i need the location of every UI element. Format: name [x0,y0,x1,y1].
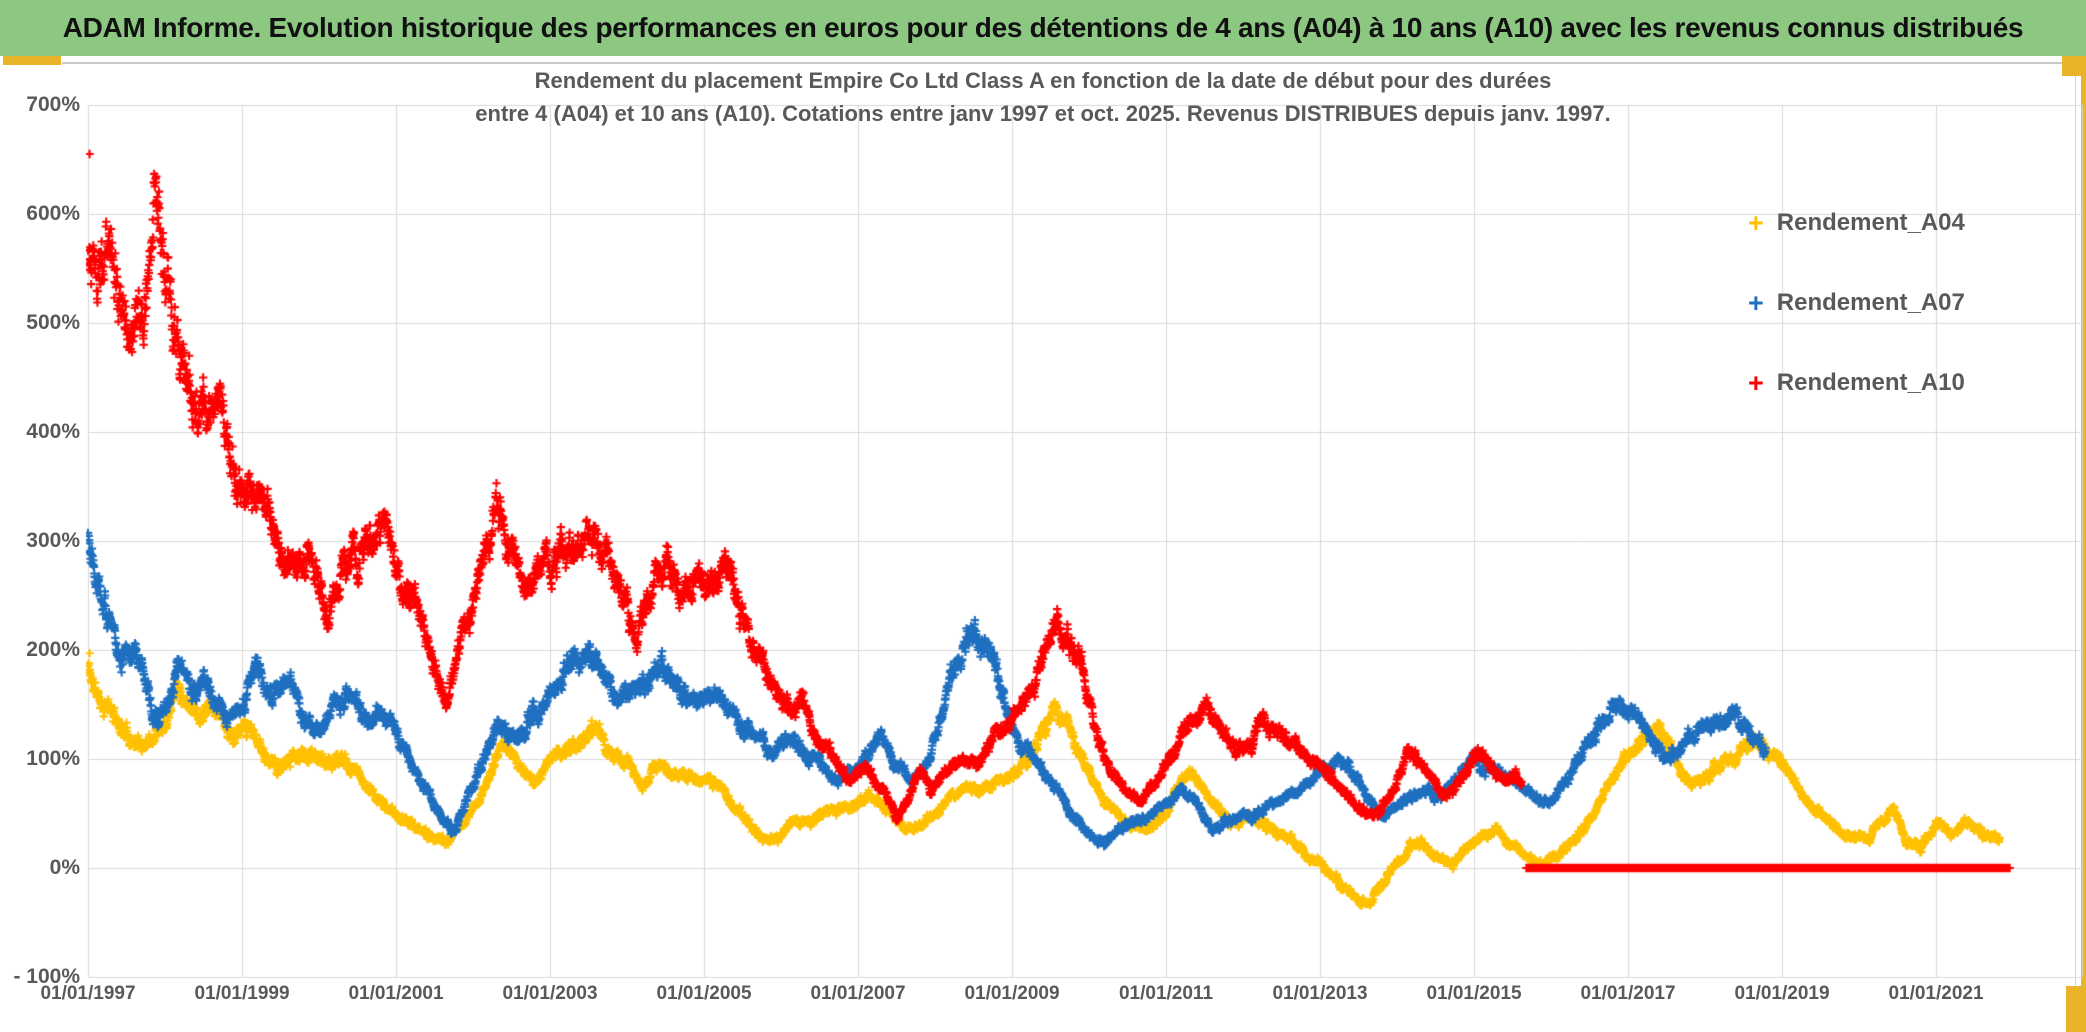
y-axis-tick-label: 600% [26,202,80,225]
y-axis-tick-label: 700% [26,93,80,116]
x-axis-tick-label: 01/01/2005 [656,983,752,1004]
x-axis-tick-label: 01/01/2011 [1118,983,1214,1004]
plus-marker-icon: + [1748,288,1764,318]
legend-label: Rendement_A04 [1776,209,1965,236]
legend-item-rendement_a10[interactable]: + Rendement_A10 [1748,366,1965,400]
y-axis-tick-label: 100% [26,747,80,770]
legend-label: Rendement_A10 [1776,369,1965,396]
chart-title-line-2: entre 4 (A04) et 10 ans (A10). Cotations… [475,101,1611,126]
x-axis-tick-label: 01/01/1999 [194,983,290,1004]
x-axis-tick-label: 01/01/2003 [502,983,598,1004]
plus-marker-icon: + [1748,368,1764,398]
y-axis-tick-label: 0% [49,856,80,879]
x-axis-tick-label: 01/01/2001 [348,983,444,1004]
y-axis-tick-label: 200% [26,638,80,661]
x-axis-tick-label: 01/01/2015 [1426,983,1522,1004]
y-axis-tick-label: 300% [26,529,80,552]
x-axis-tick-label: 01/01/2013 [1272,983,1368,1004]
x-axis-tick-label: 01/01/2009 [964,983,1060,1004]
chart-title-line-1: Rendement du placement Empire Co Ltd Cla… [534,68,1552,93]
x-axis-tick-label: 01/01/2007 [810,983,906,1004]
y-axis-tick-label: 500% [26,311,80,334]
y-axis-tick-label: 400% [26,420,80,443]
y-axis-tick-label: - 100% [13,965,80,988]
x-axis-tick-label: 01/01/1997 [40,983,136,1004]
legend-item-rendement_a04[interactable]: + Rendement_A04 [1748,206,1965,240]
plus-marker-icon: + [1748,208,1764,238]
x-axis-tick-label: 01/01/2019 [1734,983,1830,1004]
chart-title: Rendement du placement Empire Co Ltd Cla… [0,64,2086,130]
x-axis-tick-label: 01/01/2021 [1888,983,1984,1004]
legend-label: Rendement_A07 [1776,289,1965,316]
x-axis-tick-label: 01/01/2017 [1580,983,1676,1004]
legend-item-rendement_a07[interactable]: + Rendement_A07 [1748,286,1965,320]
